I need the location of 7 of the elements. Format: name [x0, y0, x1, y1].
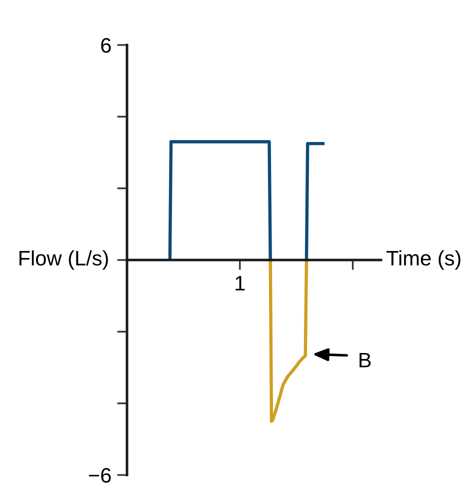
x-axis-title: Time (s) [386, 250, 460, 270]
y-axis-title: Flow (L/s) [19, 250, 108, 270]
y-tick-label: 6 [101, 38, 111, 53]
annotation: B [360, 352, 371, 368]
y-tick-label: −6 [89, 468, 111, 483]
line-series [268, 258, 308, 423]
x-tick-label: 1 [236, 276, 245, 290]
